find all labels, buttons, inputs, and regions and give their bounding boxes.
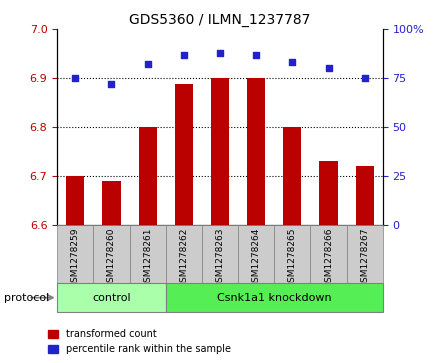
Text: GSM1278263: GSM1278263 bbox=[216, 228, 224, 289]
Text: protocol: protocol bbox=[4, 293, 50, 303]
Bar bbox=[166, 225, 202, 283]
Point bbox=[253, 52, 260, 57]
Text: control: control bbox=[92, 293, 131, 303]
Bar bbox=[57, 283, 166, 312]
Point bbox=[144, 61, 151, 67]
Bar bbox=[319, 161, 337, 225]
Point bbox=[72, 75, 79, 81]
Bar bbox=[247, 78, 265, 225]
Bar bbox=[66, 176, 84, 225]
Bar bbox=[139, 127, 157, 225]
Bar bbox=[211, 78, 229, 225]
Point bbox=[289, 60, 296, 65]
Bar bbox=[93, 225, 129, 283]
Text: GSM1278265: GSM1278265 bbox=[288, 228, 297, 289]
Bar bbox=[57, 225, 93, 283]
Bar bbox=[283, 127, 301, 225]
Text: GSM1278261: GSM1278261 bbox=[143, 228, 152, 289]
Text: GSM1278260: GSM1278260 bbox=[107, 228, 116, 289]
Point bbox=[180, 52, 187, 57]
Bar bbox=[103, 181, 121, 225]
Text: GSM1278259: GSM1278259 bbox=[71, 228, 80, 289]
Legend: transformed count, percentile rank within the sample: transformed count, percentile rank withi… bbox=[44, 326, 235, 358]
Point bbox=[325, 65, 332, 71]
Point bbox=[108, 81, 115, 87]
Bar bbox=[129, 225, 166, 283]
Bar bbox=[356, 166, 374, 225]
Point bbox=[216, 50, 224, 56]
Bar bbox=[202, 225, 238, 283]
Bar bbox=[311, 225, 347, 283]
Text: Csnk1a1 knockdown: Csnk1a1 knockdown bbox=[217, 293, 332, 303]
Point bbox=[361, 75, 368, 81]
Title: GDS5360 / ILMN_1237787: GDS5360 / ILMN_1237787 bbox=[129, 13, 311, 26]
Bar bbox=[347, 225, 383, 283]
Bar bbox=[166, 283, 383, 312]
Text: GSM1278266: GSM1278266 bbox=[324, 228, 333, 289]
Bar bbox=[238, 225, 274, 283]
Bar bbox=[175, 84, 193, 225]
Text: GSM1278262: GSM1278262 bbox=[180, 228, 188, 288]
Bar bbox=[274, 225, 311, 283]
Text: GSM1278267: GSM1278267 bbox=[360, 228, 369, 289]
Text: GSM1278264: GSM1278264 bbox=[252, 228, 260, 288]
